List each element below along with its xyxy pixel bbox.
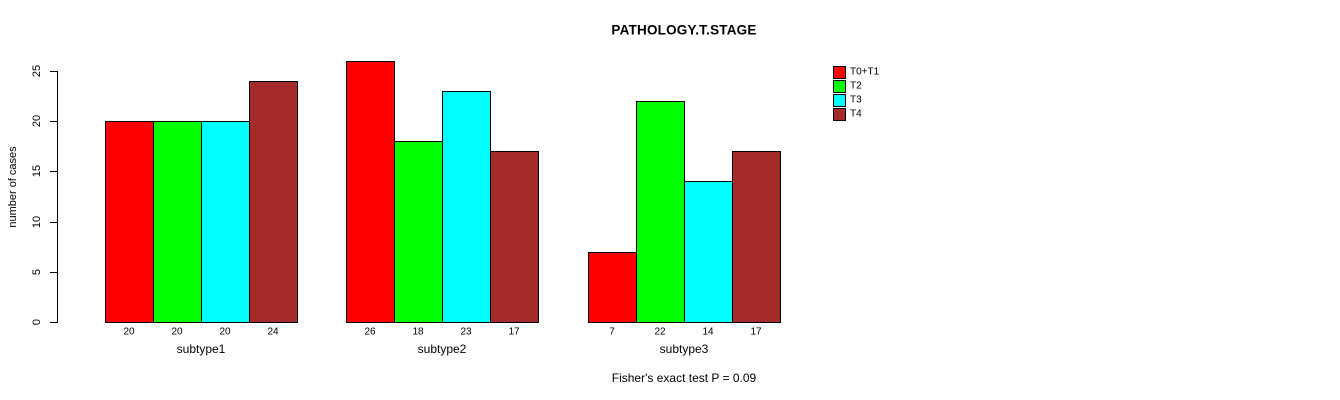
- legend-label-T4: T4: [850, 108, 862, 119]
- x-category-label: subtype3: [659, 342, 709, 356]
- bar-value-label: 24: [267, 326, 279, 338]
- bar-value-label: 20: [171, 326, 183, 338]
- bar-T4-subtype2: [490, 151, 539, 323]
- y-tick-label: 5: [31, 268, 43, 276]
- y-tick-mark: [50, 121, 58, 122]
- legend-swatch-T0+T1: [833, 65, 846, 79]
- bar-T3-subtype2: [442, 91, 491, 323]
- y-tick-mark: [50, 171, 58, 172]
- legend-label-T0+T1: T0+T1: [850, 66, 880, 77]
- legend-label-T3: T3: [850, 94, 862, 105]
- bar-T3-subtype1: [201, 121, 250, 323]
- y-tick-mark: [50, 222, 58, 223]
- y-tick-label: 10: [31, 215, 43, 229]
- y-tick-mark: [50, 71, 58, 72]
- x-category-label: subtype2: [417, 342, 467, 356]
- bar-value-label: 20: [219, 326, 231, 338]
- bar-T0+T1-subtype1: [105, 121, 154, 323]
- legend-swatch-T3: [833, 93, 846, 107]
- legend-swatch-T2: [833, 79, 846, 93]
- y-tick-label: 15: [31, 164, 43, 178]
- bar-T0+T1-subtype3: [588, 252, 637, 323]
- bar-value-label: 7: [609, 326, 615, 338]
- y-tick-mark: [50, 272, 58, 273]
- bar-T4-subtype3: [732, 151, 781, 323]
- bar-T2-subtype3: [636, 101, 685, 323]
- bar-value-label: 22: [654, 326, 666, 338]
- bar-value-label: 26: [364, 326, 376, 338]
- bar-T2-subtype1: [153, 121, 202, 323]
- bar-value-label: 20: [123, 326, 135, 338]
- bar-value-label: 14: [702, 326, 714, 338]
- bar-T0+T1-subtype2: [346, 61, 395, 323]
- y-tick-label: 0: [31, 318, 43, 326]
- y-tick-label: 25: [31, 64, 43, 78]
- legend-label-T2: T2: [850, 80, 862, 91]
- bar-T2-subtype2: [394, 141, 443, 323]
- x-category-label: subtype1: [176, 342, 226, 356]
- bar-value-label: 17: [508, 326, 520, 338]
- y-axis-line: [57, 71, 58, 323]
- y-axis-label: number of cases: [7, 146, 19, 228]
- bar-value-label: 23: [460, 326, 472, 338]
- bar-T4-subtype1: [249, 81, 298, 323]
- annotation-text: Fisher's exact test P = 0.09: [611, 371, 757, 385]
- bar-value-label: 18: [412, 326, 424, 338]
- legend-swatch-T4: [833, 107, 846, 121]
- bar-value-label: 17: [750, 326, 762, 338]
- bar-T3-subtype3: [684, 181, 733, 323]
- y-tick-mark: [50, 322, 58, 323]
- chart-title: PATHOLOGY.T.STAGE: [611, 22, 757, 38]
- y-tick-label: 20: [31, 114, 43, 128]
